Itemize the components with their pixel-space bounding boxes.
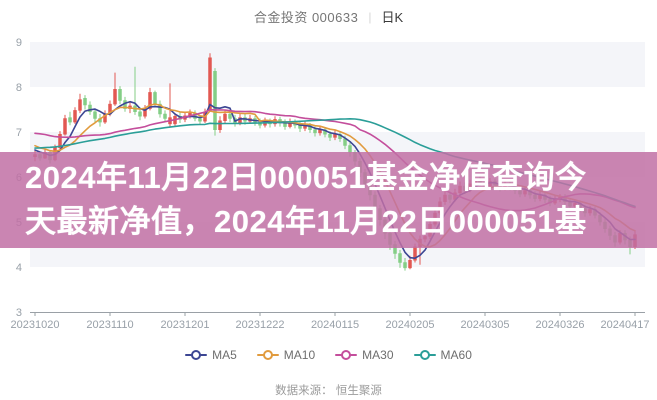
legend-label: MA5 bbox=[212, 348, 237, 362]
period-selector-daily[interactable]: 日K bbox=[381, 10, 404, 25]
candle bbox=[83, 95, 87, 110]
title-separator: | bbox=[368, 9, 372, 24]
y-axis-tick-label: 8 bbox=[16, 82, 22, 94]
candle bbox=[403, 258, 407, 271]
x-axis-tick-label: 20240417 bbox=[601, 319, 650, 331]
legend-label: MA10 bbox=[283, 348, 316, 362]
legend-marker-icon bbox=[185, 350, 208, 360]
candle bbox=[158, 100, 162, 118]
candle bbox=[208, 53, 212, 112]
x-axis-tick-label: 20240115 bbox=[311, 319, 359, 331]
watermark-line-1: 2024年11月22日000051基金净值查询今 bbox=[25, 160, 587, 195]
candle bbox=[73, 107, 77, 124]
x-axis-tick-label: 20231201 bbox=[161, 319, 210, 331]
legend-marker-icon bbox=[413, 350, 436, 360]
legend-item-ma5[interactable]: MA5 bbox=[185, 348, 237, 362]
candle bbox=[88, 101, 92, 115]
y-axis-tick-label: 9 bbox=[16, 37, 22, 49]
legend-label: MA60 bbox=[440, 348, 472, 362]
stock-name-code: 合金投资 000633 bbox=[253, 10, 359, 25]
candle bbox=[113, 72, 117, 106]
candle bbox=[218, 116, 222, 133]
legend-marker-icon bbox=[256, 350, 279, 360]
legend-label: MA30 bbox=[362, 348, 394, 362]
x-axis-tick-label: 20240205 bbox=[386, 319, 435, 331]
watermark-text-banner: 2024年11月22日000051基金净值查询今 天最新净值，2024年11月2… bbox=[0, 152, 657, 248]
grid-band bbox=[30, 87, 645, 132]
candle bbox=[68, 111, 72, 126]
legend-item-ma10[interactable]: MA10 bbox=[256, 348, 316, 362]
y-axis-tick-label: 3 bbox=[16, 307, 22, 319]
x-axis-tick-label: 20240326 bbox=[536, 319, 585, 331]
candle bbox=[163, 110, 167, 123]
watermark-line-2: 天最新净值，2024年11月22日000051基 bbox=[25, 204, 587, 239]
x-axis-tick-label: 20231110 bbox=[86, 319, 133, 331]
legend-item-ma30[interactable]: MA30 bbox=[335, 348, 394, 362]
candle bbox=[398, 249, 402, 268]
legend-marker-icon bbox=[335, 350, 358, 360]
grid-band bbox=[30, 267, 645, 312]
candle bbox=[78, 93, 82, 114]
chart-title-bar: 合金投资 000633 | 日K bbox=[0, 7, 657, 26]
x-axis-tick-label: 20240305 bbox=[461, 319, 510, 331]
y-axis-tick-label: 4 bbox=[16, 262, 22, 274]
candle bbox=[213, 68, 217, 136]
x-axis-tick-label: 20231222 bbox=[236, 319, 285, 331]
candle bbox=[93, 108, 97, 123]
data-source-label: 数据来源： 恒生聚源 bbox=[275, 385, 382, 397]
candle bbox=[63, 114, 67, 136]
y-axis-tick-label: 7 bbox=[16, 127, 22, 139]
legend-item-ma60[interactable]: MA60 bbox=[413, 348, 472, 362]
x-axis-tick-label: 20231020 bbox=[11, 319, 60, 331]
ma-legend: MA5 MA10 MA30 MA60 bbox=[0, 348, 657, 362]
candle bbox=[118, 86, 122, 105]
grid-band bbox=[30, 42, 645, 87]
